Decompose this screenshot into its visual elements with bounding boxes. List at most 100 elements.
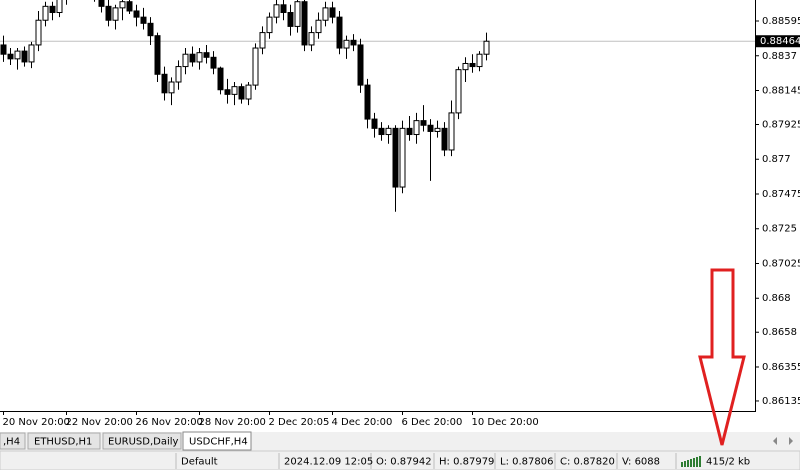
x-tick-label: 2 Dec 20:05 [269,417,330,428]
candle-body [406,127,413,136]
candle-body [231,86,238,95]
candle-body [462,62,469,71]
candle-body [105,5,112,21]
y-tick-label: 0.87475 [762,189,800,200]
y-tick-label: 0.88145 [762,86,800,97]
plot [0,0,755,212]
candle-body [7,53,14,60]
y-tick-label: 0.8837 [762,51,797,62]
candle-body [210,56,217,69]
y-tick-label: 0.88595 [762,16,800,27]
candle-body [168,81,175,94]
candle-body [441,127,448,151]
candle-body [357,44,364,86]
candle-body [133,10,140,18]
candle-body [14,50,21,60]
x-tick-label: 22 Nov 20:00 [66,417,133,428]
candle-body [182,53,189,68]
candle-body [294,1,301,27]
candle-body [483,40,490,55]
candle-body [378,127,385,136]
y-tick-label: 0.877 [762,154,791,165]
scroll-right[interactable] [789,437,793,445]
candle-body [112,7,119,21]
candle-body [245,84,252,100]
status-high: H: 0.87979 [439,457,494,468]
candle-body [364,84,371,120]
candle-body [203,52,210,58]
candle-body [273,4,280,18]
candle-body [98,0,105,7]
candle-body [140,16,147,24]
axes: 0.88595 0.8837 0.88145 0.87925 0.877 0.87475 0… [3,16,800,428]
candle-body [161,73,168,94]
candle-body [28,44,35,63]
status-close: C: 0.87820 [560,457,615,468]
y-tick-label: 0.868 [762,293,791,304]
candle-body [308,32,315,46]
candle-body [336,16,343,49]
status-open: O: 0.87942 [376,457,432,468]
candle-body [315,19,322,34]
status-bar [0,450,800,470]
tab-label[interactable]: EURUSD,Daily [108,437,179,448]
candle-body [301,1,308,46]
candle-body [266,16,273,34]
candle-body [49,5,56,14]
status-low: L: 0.87806 [500,457,553,468]
connection-icon [681,456,701,467]
tab[interactable] [102,432,182,450]
candle-body [154,35,161,75]
candle-body [196,52,203,63]
candle-body [287,12,294,27]
tab-label[interactable]: ETHUSD,H1 [34,437,92,448]
candle-body [448,112,455,151]
candle-body [217,67,224,91]
candle-body [147,22,154,37]
candle-body [385,127,392,136]
candle-body [189,53,196,63]
tab-label[interactable]: ,H4 [3,437,20,448]
status-separators [175,453,677,469]
candle-body [224,89,231,95]
x-tick-label: 26 Nov 20:00 [136,417,203,428]
x-tick-label: 6 Dec 20:00 [402,417,463,428]
candle-body [392,127,399,188]
candle-body [420,120,427,126]
tab-active[interactable] [182,431,252,451]
candle-body [371,118,378,129]
current-price-label: 0.88464 [760,36,800,47]
candle-body [399,127,406,188]
scroll-left[interactable] [773,437,777,445]
candle-body [259,32,266,49]
candle-body [42,5,49,21]
candle-body [238,86,245,100]
candle-body [350,39,357,46]
candle-body [0,44,7,55]
candle-body [56,0,63,14]
tab-label[interactable]: USDCHF,H4 [189,437,248,448]
y-tick-label: 0.86355 [762,362,800,373]
tab[interactable] [0,432,26,450]
x-tick-label: 28 Nov 20:00 [199,417,266,428]
candle-body [427,124,434,132]
tab[interactable] [27,432,101,450]
x-tick-label: 10 Dec 20:00 [472,417,539,428]
annotation-arrow [698,268,746,446]
candle-body [329,7,336,18]
candle-body [119,1,126,9]
status-traffic: 415/2 kb [706,457,750,468]
candle-body [469,62,476,68]
candle-body [434,127,441,132]
status-profile: Default [181,457,218,468]
current-price-box [756,35,800,48]
candle-body [343,39,350,49]
y-tick-label: 0.8658 [762,327,797,338]
candle-body [413,120,420,136]
candle-body [126,1,133,12]
status-volume: V: 6088 [622,457,660,468]
candle-body [322,7,329,21]
